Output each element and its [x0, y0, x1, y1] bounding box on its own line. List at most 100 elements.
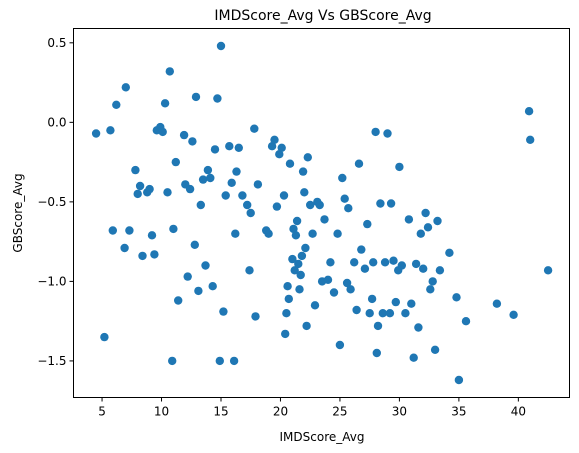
data-point-76: [292, 216, 302, 226]
data-point-44: [219, 307, 228, 316]
data-point-38: [206, 173, 215, 183]
data-point-73: [289, 224, 298, 234]
data-point-141: [445, 248, 454, 257]
data-point-109: [365, 309, 374, 318]
data-point-103: [350, 258, 359, 267]
data-point-97: [335, 340, 345, 350]
data-point-11: [138, 251, 147, 261]
data-point-104: [352, 305, 361, 315]
chart-title: IMDScore_Avg Vs GBScore_Avg: [214, 8, 431, 24]
data-point-120: [386, 199, 396, 208]
data-point-99: [340, 194, 349, 203]
x-tick-label: 5: [98, 405, 106, 419]
data-point-114: [373, 321, 383, 331]
y-axis-ticks: 0.5 0.0 −0.5 −1.0 −1.5: [37, 36, 74, 368]
data-point-40: [210, 145, 220, 154]
data-point-143: [454, 375, 464, 385]
data-point-29: [185, 184, 195, 194]
data-point-22: [168, 356, 177, 366]
data-point-64: [275, 150, 284, 159]
data-point-133: [419, 264, 428, 273]
data-point-31: [190, 240, 199, 249]
data-point-139: [433, 216, 442, 226]
data-point-126: [401, 309, 410, 318]
data-point-58: [253, 180, 263, 189]
data-point-24: [171, 157, 180, 167]
data-point-34: [196, 200, 205, 210]
data-point-128: [407, 299, 416, 308]
data-point-132: [416, 229, 425, 238]
data-point-57: [251, 312, 260, 321]
data-point-144: [461, 317, 471, 326]
data-point-86: [306, 200, 315, 210]
data-point-129: [409, 353, 418, 362]
data-point-26: [179, 130, 189, 140]
data-point-113: [372, 348, 381, 358]
data-point-93: [323, 275, 333, 284]
data-point-146: [509, 310, 518, 319]
plot-frame: [73, 28, 570, 398]
data-point-119: [385, 309, 395, 318]
data-point-71: [285, 159, 295, 168]
data-point-77: [294, 259, 303, 269]
data-point-37: [203, 165, 213, 175]
data-point-92: [320, 215, 329, 224]
data-point-136: [426, 285, 435, 294]
data-point-83: [301, 243, 310, 253]
data-point-13: [145, 184, 154, 194]
data-point-30: [188, 137, 197, 146]
x-tick-label: 15: [213, 405, 228, 419]
data-point-84: [302, 321, 311, 331]
data-point-14: [147, 231, 157, 240]
data-point-85: [303, 153, 312, 162]
data-point-80: [297, 251, 307, 261]
data-point-122: [391, 297, 400, 307]
data-point-46: [225, 142, 234, 151]
data-point-54: [245, 266, 254, 275]
data-point-118: [383, 129, 392, 138]
data-point-145: [492, 299, 502, 308]
data-point-9: [133, 189, 142, 199]
y-tick-label: −1.0: [37, 274, 66, 288]
data-point-2: [106, 126, 115, 135]
data-point-0: [91, 129, 101, 138]
data-point-39: [208, 282, 217, 291]
data-point-4: [112, 100, 121, 110]
data-point-51: [234, 143, 243, 152]
data-point-81: [298, 167, 308, 176]
data-point-140: [435, 266, 445, 275]
points-layer: [91, 41, 553, 385]
data-point-52: [238, 191, 247, 200]
y-tick-label: −0.5: [37, 195, 66, 209]
x-tick-label: 40: [511, 405, 526, 419]
data-point-1: [100, 332, 109, 342]
data-point-90: [315, 200, 324, 210]
data-point-65: [277, 143, 286, 152]
data-point-101: [344, 204, 353, 213]
data-point-96: [333, 229, 342, 238]
data-point-106: [357, 245, 366, 254]
data-point-43: [216, 41, 226, 51]
x-tick-label: 35: [451, 405, 466, 419]
data-point-108: [363, 219, 372, 229]
data-point-112: [371, 127, 380, 137]
data-point-6: [121, 83, 130, 92]
data-point-48: [229, 356, 239, 366]
data-point-107: [360, 264, 370, 273]
data-point-5: [120, 243, 129, 253]
data-point-42: [215, 356, 224, 366]
data-point-98: [338, 173, 347, 183]
data-point-8: [131, 165, 140, 175]
data-point-130: [411, 259, 421, 269]
x-tick-label: 20: [273, 405, 288, 419]
data-point-74: [290, 266, 299, 275]
data-point-138: [430, 345, 440, 354]
y-tick-label: 0.5: [47, 36, 66, 50]
x-tick-label: 10: [154, 405, 169, 419]
data-point-49: [231, 229, 240, 238]
data-point-36: [201, 261, 210, 270]
data-point-33: [194, 286, 203, 296]
data-point-60: [264, 229, 273, 238]
data-point-72: [288, 254, 297, 264]
data-point-21: [165, 67, 174, 76]
